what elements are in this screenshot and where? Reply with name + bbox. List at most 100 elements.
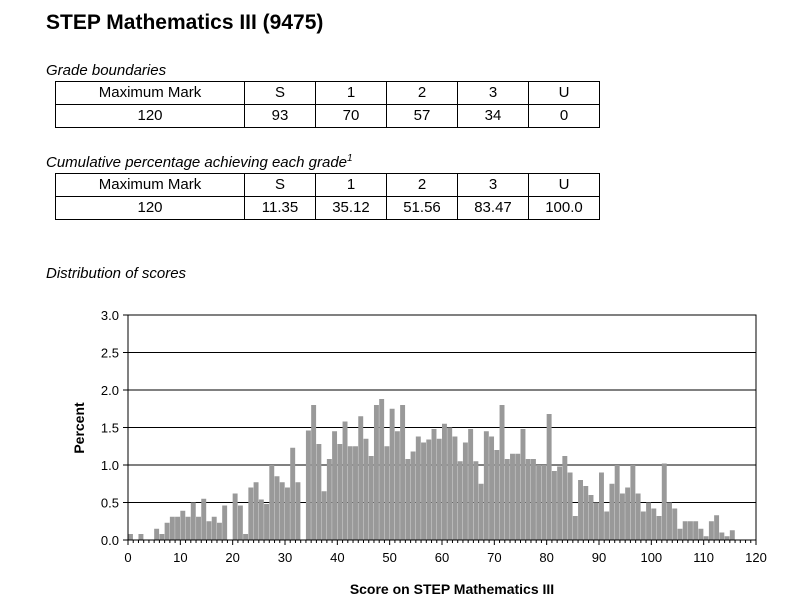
- histogram-bar: [311, 405, 317, 540]
- y-tick-label: 0.0: [101, 533, 119, 548]
- histogram-bar: [421, 442, 426, 540]
- x-tick-label: 50: [382, 550, 396, 565]
- histogram-bar: [305, 430, 311, 540]
- histogram-bar: [489, 436, 495, 540]
- histogram-bar: [216, 522, 222, 540]
- histogram-bar: [536, 465, 542, 540]
- histogram-bar: [562, 456, 568, 540]
- histogram-bar: [646, 502, 652, 540]
- table-row: 120 93 70 57 34 0: [55, 104, 600, 128]
- histogram-bar: [672, 508, 678, 540]
- table-cell: 70: [315, 104, 387, 128]
- histogram-bar: [609, 483, 615, 540]
- histogram-bar: [619, 493, 625, 540]
- histogram-bar: [499, 405, 505, 540]
- y-tick-label: 1.0: [101, 458, 119, 473]
- table-header-cell: S: [244, 173, 316, 197]
- histogram-bar: [599, 472, 604, 540]
- histogram-bar: [572, 516, 578, 540]
- histogram-bar: [557, 466, 563, 540]
- histogram-bar: [447, 427, 453, 540]
- histogram-bar: [237, 505, 243, 540]
- histogram-bar: [567, 472, 573, 540]
- histogram-bar: [462, 442, 468, 540]
- page-title: STEP Mathematics III (9475): [46, 11, 324, 34]
- cumulative-label-text: Cumulative percentage achieving each gra…: [46, 154, 348, 171]
- histogram-bar: [541, 465, 547, 540]
- histogram-bar: [431, 429, 437, 540]
- x-tick-label: 30: [278, 550, 292, 565]
- x-tick-label: 60: [435, 550, 449, 565]
- histogram-bar: [588, 495, 594, 540]
- histogram-bar: [175, 516, 181, 540]
- histogram-bar: [494, 450, 500, 540]
- table-cell: 35.12: [315, 196, 387, 220]
- histogram-bar: [206, 521, 212, 540]
- histogram-bar: [651, 508, 657, 540]
- histogram-bar: [640, 511, 646, 540]
- histogram-bar: [724, 536, 730, 540]
- histogram-bar: [400, 405, 406, 540]
- histogram-bar: [604, 511, 610, 540]
- histogram-bar: [708, 521, 714, 540]
- histogram-bar: [264, 504, 269, 540]
- histogram-bar: [169, 516, 175, 540]
- histogram-bar: [436, 438, 442, 540]
- footnote-marker: 1: [347, 153, 353, 164]
- histogram-bar: [677, 528, 683, 540]
- histogram-bar: [222, 505, 228, 540]
- histogram-bar: [190, 502, 196, 540]
- histogram-bar: [614, 465, 620, 540]
- histogram-bar: [363, 438, 369, 540]
- histogram-bar: [274, 476, 280, 540]
- x-tick-label: 40: [330, 550, 344, 565]
- histogram-bar: [426, 439, 432, 540]
- histogram-bar: [468, 429, 474, 540]
- histogram-bar: [321, 491, 327, 540]
- histogram-bar: [415, 436, 421, 540]
- histogram-bar: [154, 528, 160, 540]
- histogram-bar: [719, 532, 725, 540]
- table-cell: 57: [386, 104, 458, 128]
- histogram-bar: [578, 480, 583, 540]
- histogram-bar: [128, 534, 133, 540]
- histogram-bar: [253, 482, 259, 540]
- histogram-bar: [478, 483, 484, 540]
- table-cell: 93: [244, 104, 316, 128]
- histogram-bar: [510, 453, 515, 540]
- histogram-bar: [326, 459, 332, 540]
- table-cell: 51.56: [386, 196, 458, 220]
- table-cell: 120: [55, 196, 245, 220]
- table-cell: 100.0: [528, 196, 600, 220]
- histogram-bar: [452, 436, 458, 540]
- table-cell: 120: [55, 104, 245, 128]
- x-tick-label: 120: [745, 550, 767, 565]
- table-header-cell: 1: [315, 173, 387, 197]
- histogram-bar: [258, 499, 264, 540]
- histogram-bar: [635, 493, 641, 540]
- histogram-bar: [295, 482, 301, 540]
- table-header-row: Maximum Mark S 1 2 3 U: [55, 81, 600, 105]
- histogram-bar: [347, 446, 353, 540]
- histogram-bar: [185, 516, 191, 540]
- x-tick-label: 20: [225, 550, 239, 565]
- grade-boundaries-table: Maximum Mark S 1 2 3 U 120 93 70 57 34 0: [55, 81, 600, 128]
- histogram-bar: [473, 461, 479, 540]
- histogram-bar: [457, 461, 463, 540]
- x-axis-title: Score on STEP Mathematics III: [350, 581, 554, 597]
- histogram-bar: [583, 486, 589, 540]
- histogram-bar: [358, 416, 364, 540]
- histogram-bar: [682, 521, 688, 540]
- histogram-bar: [394, 431, 400, 540]
- histogram-bar: [180, 510, 186, 540]
- histogram-bar: [248, 487, 254, 540]
- histogram-bar: [353, 446, 358, 540]
- histogram-bar: [373, 405, 379, 540]
- y-tick-label: 2.5: [101, 346, 119, 361]
- cumulative-label: Cumulative percentage achieving each gra…: [46, 153, 353, 171]
- table-header-cell: 2: [386, 173, 458, 197]
- histogram-bar: [368, 456, 374, 540]
- table-cell: 11.35: [244, 196, 316, 220]
- cumulative-table: Maximum Mark S 1 2 3 U 120 11.35 35.12 5…: [55, 173, 600, 220]
- y-tick-label: 3.0: [101, 308, 119, 323]
